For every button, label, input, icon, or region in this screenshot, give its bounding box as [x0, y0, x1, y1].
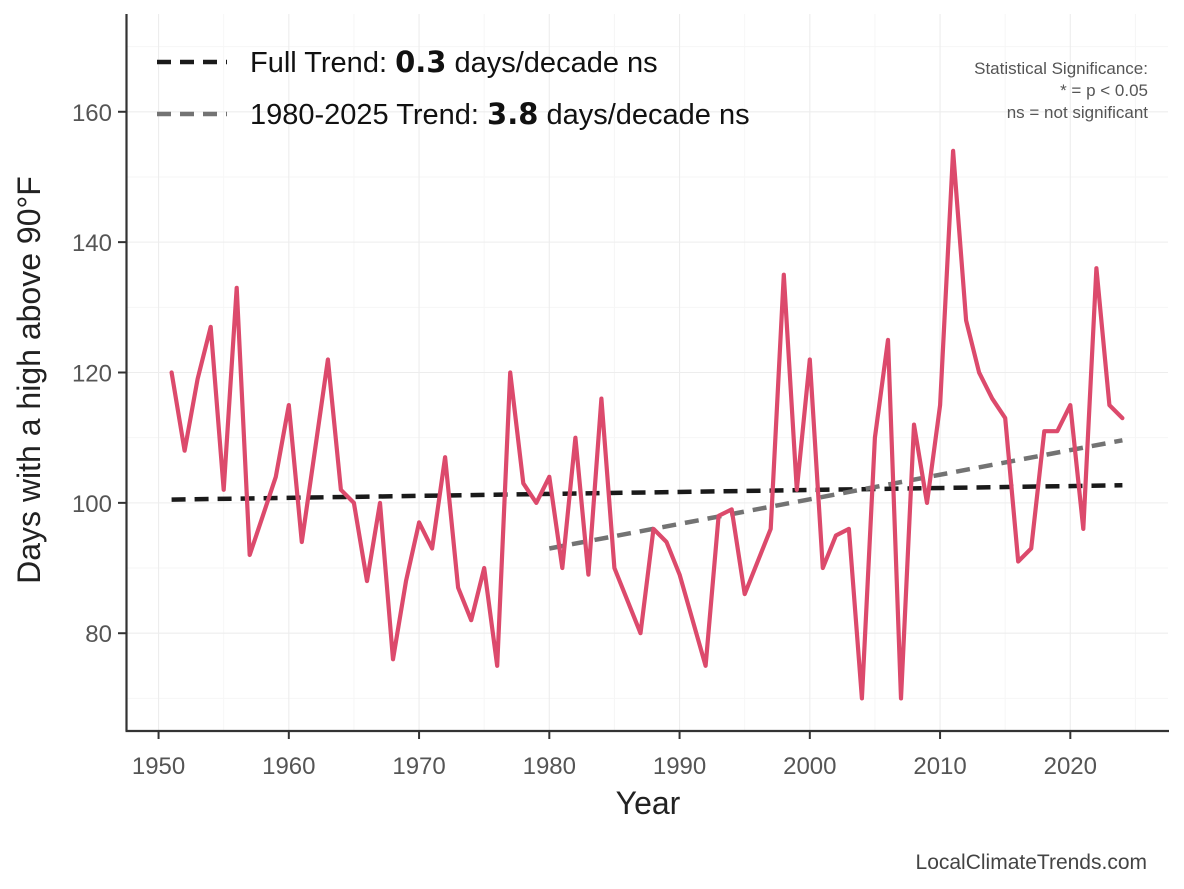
y-tick-label: 160 — [72, 100, 112, 127]
source-credit: LocalClimateTrends.com — [916, 851, 1147, 874]
significance-title: Statistical Significance: — [974, 59, 1148, 78]
legend: Full Trend: 0.3 days/decade ns 1980-2025… — [157, 45, 750, 131]
y-tick-label: 100 — [72, 491, 112, 518]
significance-ns: ns = not significant — [1007, 103, 1149, 122]
x-tick-label: 1990 — [653, 753, 706, 780]
x-tick-label: 1960 — [262, 753, 315, 780]
x-axis-title: Year — [616, 785, 681, 821]
legend-value-full-trend: 0.3 — [395, 45, 446, 79]
legend-label-full-trend: Full Trend: 0.3 days/decade ns — [250, 45, 658, 79]
x-ticks: 1950 1960 1970 1980 1990 2000 2010 2020 — [132, 731, 1097, 780]
trend-line-recent — [548, 438, 1123, 551]
legend-suffix-recent-trend: days/decade ns — [538, 99, 749, 131]
x-tick-label: 2020 — [1044, 753, 1097, 780]
y-axis-title: Days with a high above 90°F — [11, 176, 47, 584]
legend-suffix-full-trend: days/decade ns — [446, 47, 657, 79]
legend-prefix-full-trend: Full Trend: — [250, 47, 395, 79]
trend-line-full — [171, 483, 1123, 502]
y-ticks: 80 100 120 140 160 — [72, 100, 126, 648]
y-tick-label: 140 — [72, 230, 112, 257]
axes — [125, 14, 1169, 733]
y-tick-label: 80 — [85, 621, 112, 648]
x-tick-label: 1970 — [392, 753, 445, 780]
significance-note: Statistical Significance: * = p < 0.05 n… — [974, 59, 1148, 122]
legend-label-recent-trend: 1980-2025 Trend: 3.8 days/decade ns — [250, 97, 750, 131]
trend-lines — [171, 438, 1123, 551]
legend-prefix-recent-trend: 1980-2025 Trend: — [250, 99, 487, 131]
y-tick-label: 120 — [72, 361, 112, 388]
series-line — [169, 148, 1125, 701]
x-tick-label: 2010 — [913, 753, 966, 780]
x-tick-label: 1950 — [132, 753, 185, 780]
significance-star: * = p < 0.05 — [1060, 81, 1148, 100]
data-series — [169, 148, 1125, 701]
x-tick-label: 1980 — [523, 753, 576, 780]
x-tick-label: 2000 — [783, 753, 836, 780]
legend-value-recent-trend: 3.8 — [487, 97, 538, 131]
